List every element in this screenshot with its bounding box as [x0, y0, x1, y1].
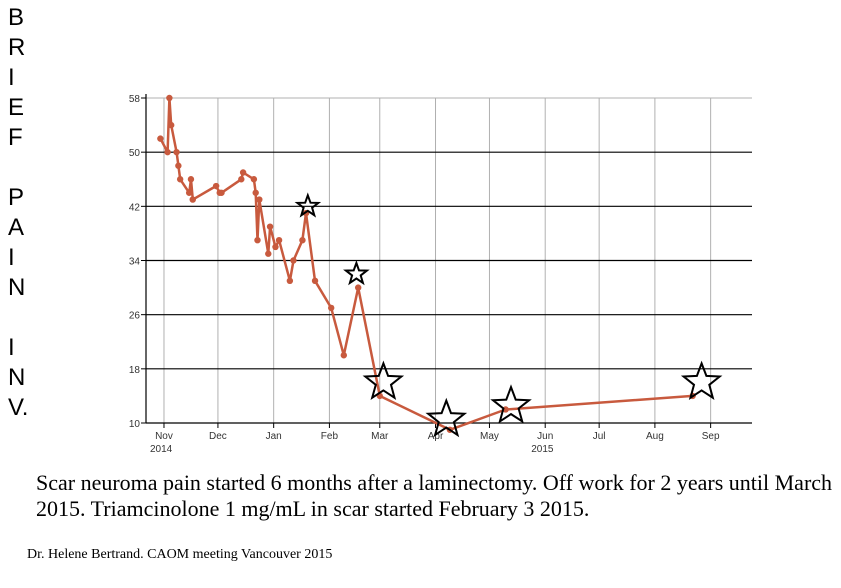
data-point	[265, 250, 272, 257]
data-point	[299, 236, 306, 244]
y-tick-label: 26	[129, 311, 141, 322]
series-line	[159, 96, 693, 432]
x-tick-label: Jul	[593, 431, 606, 442]
side-label-char: A	[8, 214, 25, 241]
side-label-char: R	[8, 34, 26, 61]
y-tick-label: 18	[129, 365, 141, 376]
x-tick-label: Feb	[321, 431, 339, 442]
side-label-char: P	[8, 184, 25, 211]
x-tick-label: May	[480, 431, 499, 442]
y-tick-label: 50	[129, 148, 141, 159]
x-tick-label: Mar	[371, 431, 389, 442]
y-tick-label: 10	[129, 419, 141, 430]
side-label-char: E	[8, 94, 25, 121]
data-point	[173, 148, 180, 156]
side-label-char: F	[8, 124, 23, 151]
y-tick-label: 42	[129, 202, 141, 213]
x-tick-label: Sep	[702, 431, 720, 442]
y-tick-label: 34	[129, 257, 141, 268]
star-marker	[362, 360, 405, 400]
data-point	[286, 277, 294, 285]
x-tick-label: Jun	[537, 431, 553, 442]
data-point	[167, 121, 175, 129]
data-point	[311, 277, 319, 285]
data-point	[275, 236, 283, 244]
data-point	[166, 94, 173, 102]
star-marker	[343, 260, 370, 286]
data-point	[238, 176, 245, 183]
data-point	[266, 223, 274, 230]
data-point	[340, 352, 348, 359]
credit-text: Dr. Helene Bertrand. CAOM meeting Vancou…	[27, 547, 333, 562]
data-point	[218, 189, 225, 196]
data-point	[175, 162, 182, 169]
data-point	[185, 189, 193, 196]
data-point	[272, 243, 279, 251]
data-point	[250, 176, 258, 183]
star-marker	[294, 192, 322, 218]
x-tick-year-label: 2014	[150, 444, 173, 455]
star-marker	[490, 384, 532, 424]
x-tick-label: Nov	[155, 431, 173, 442]
data-point	[256, 196, 263, 203]
data-point	[189, 196, 196, 203]
x-tick-label: Aug	[646, 431, 664, 442]
data-point	[239, 169, 247, 176]
data-point	[164, 148, 171, 156]
data-point	[290, 257, 297, 264]
side-label-char: I	[8, 64, 15, 91]
side-label-char: V.	[8, 394, 29, 421]
pain-score-chart: 10 18 26 34 42 50 58 Nov 2014 Dec Jan Feb Mar Apr May J…	[129, 94, 752, 455]
data-point	[354, 284, 362, 291]
side-label-char: N	[8, 364, 26, 391]
side-label-char: B	[8, 4, 25, 31]
x-tick-label: Jan	[266, 431, 282, 442]
data-point	[176, 176, 184, 183]
data-point	[252, 189, 259, 196]
side-label-char: I	[8, 334, 15, 361]
caption-text: Scar neuroma pain started 6 months after…	[36, 470, 833, 521]
x-tick-year-label: 2015	[531, 444, 554, 455]
star-marker	[680, 360, 723, 400]
star-marker	[425, 397, 468, 438]
data-point	[328, 304, 335, 312]
side-label-char: N	[8, 274, 26, 301]
side-label-char: I	[8, 244, 15, 271]
data-point	[187, 176, 195, 183]
data-point	[254, 236, 261, 244]
x-tick-label: Apr	[428, 431, 444, 442]
data-point	[212, 182, 220, 190]
y-tick-label: 58	[129, 94, 141, 105]
data-point	[157, 135, 164, 142]
x-tick-label: Dec	[209, 431, 227, 442]
